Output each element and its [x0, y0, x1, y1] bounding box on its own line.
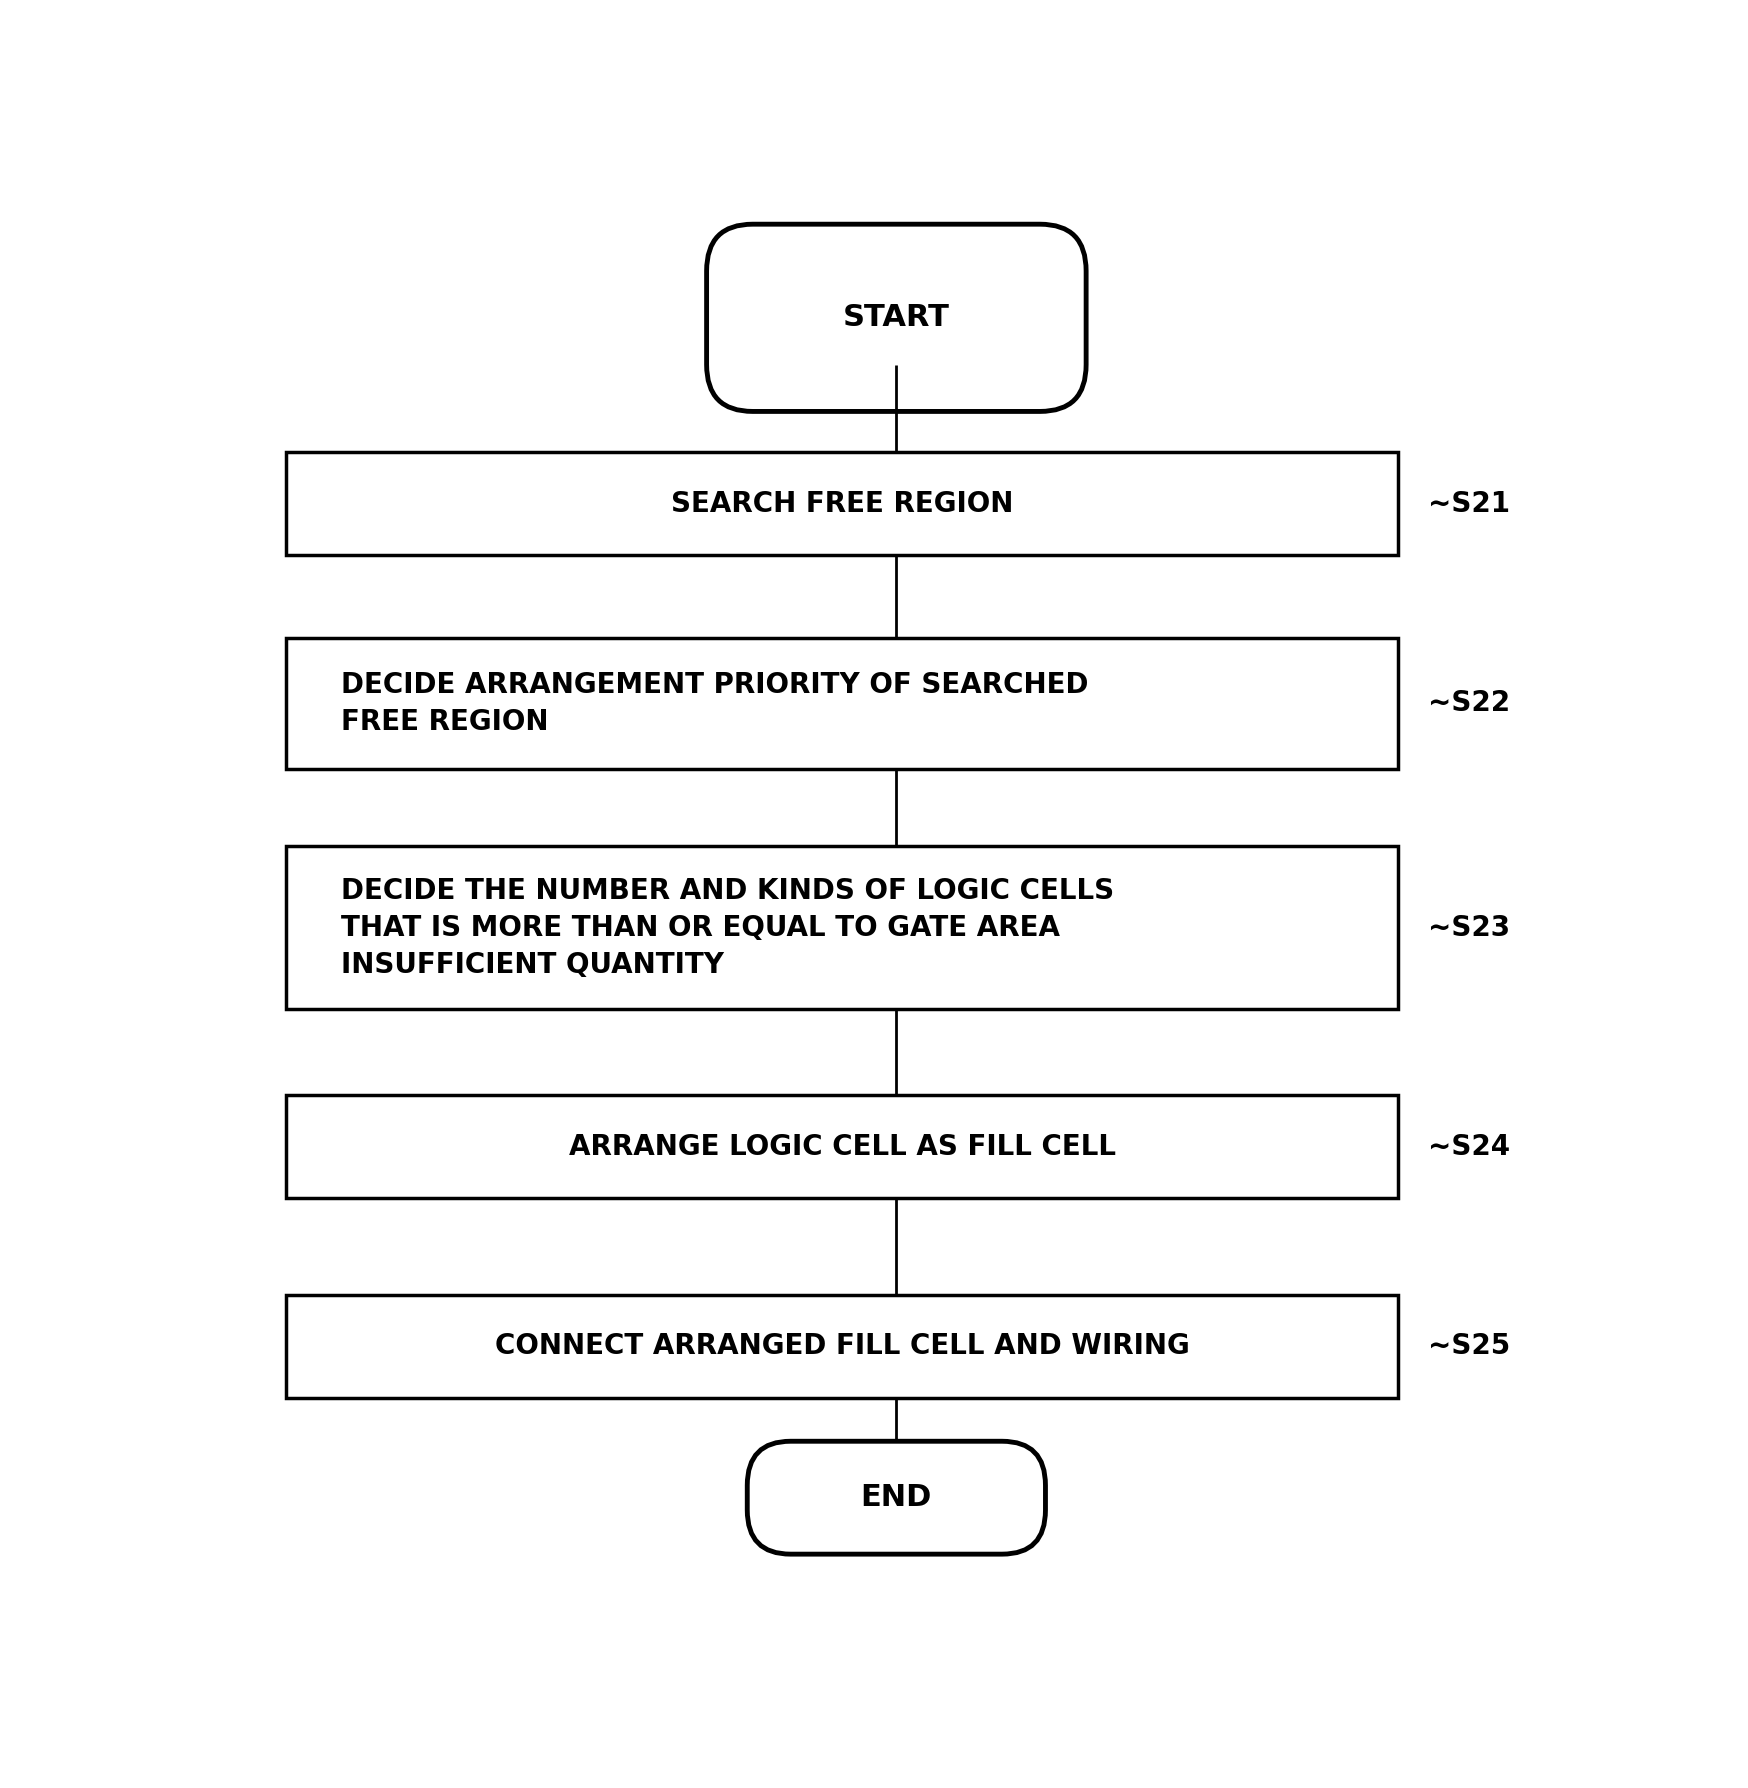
- FancyBboxPatch shape: [746, 1441, 1045, 1554]
- Text: SEARCH FREE REGION: SEARCH FREE REGION: [671, 490, 1012, 519]
- Text: ARRANGE LOGIC CELL AS FILL CELL: ARRANGE LOGIC CELL AS FILL CELL: [568, 1132, 1115, 1160]
- Text: ~S24: ~S24: [1426, 1132, 1509, 1160]
- Bar: [287, 1094, 1397, 1198]
- Text: DECIDE ARRANGEMENT PRIORITY OF SEARCHED
FREE REGION: DECIDE ARRANGEMENT PRIORITY OF SEARCHED …: [341, 670, 1087, 735]
- Bar: [287, 846, 1397, 1008]
- Text: DECIDE THE NUMBER AND KINDS OF LOGIC CELLS
THAT IS MORE THAN OR EQUAL TO GATE AR: DECIDE THE NUMBER AND KINDS OF LOGIC CEL…: [341, 876, 1113, 978]
- Text: CONNECT ARRANGED FILL CELL AND WIRING: CONNECT ARRANGED FILL CELL AND WIRING: [495, 1332, 1189, 1361]
- Bar: [287, 1295, 1397, 1398]
- Text: ~S25: ~S25: [1426, 1332, 1509, 1361]
- FancyBboxPatch shape: [706, 224, 1086, 411]
- Text: ~S23: ~S23: [1426, 914, 1509, 942]
- Text: ~S21: ~S21: [1426, 490, 1509, 519]
- Bar: [287, 452, 1397, 556]
- Text: START: START: [843, 304, 949, 333]
- Text: ~S22: ~S22: [1426, 690, 1509, 717]
- Text: END: END: [860, 1484, 932, 1513]
- Bar: [287, 638, 1397, 769]
